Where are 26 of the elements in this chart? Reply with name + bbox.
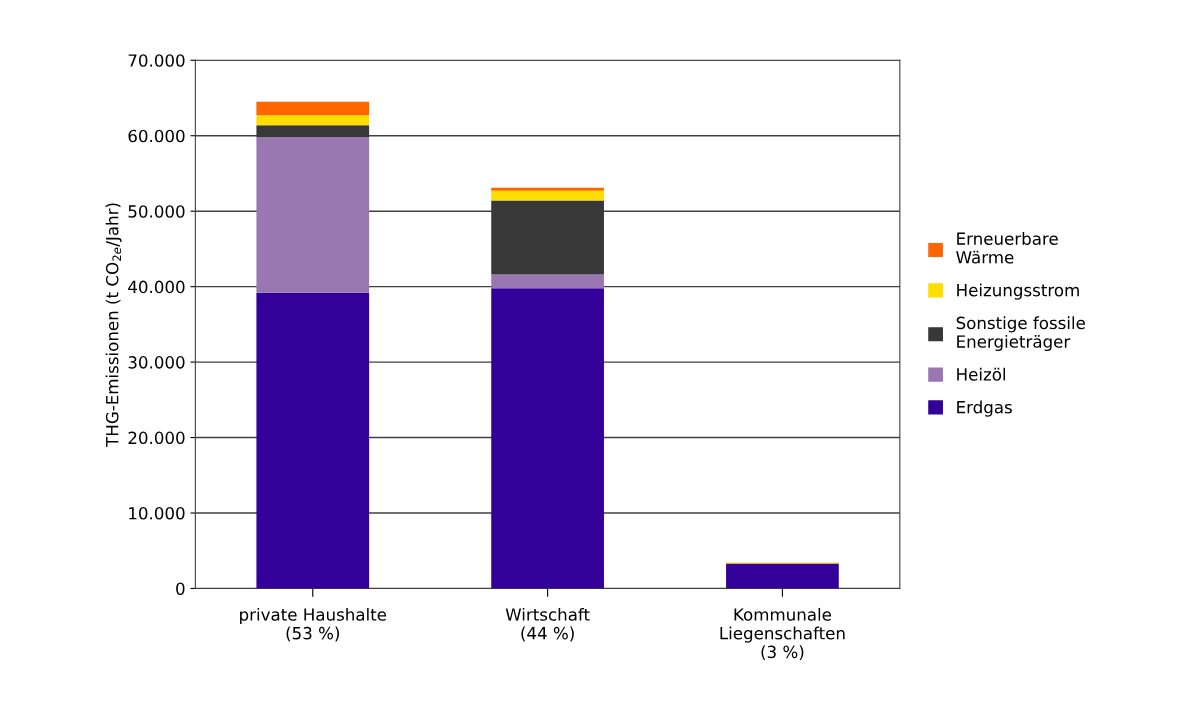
legend-label: Erneuerbare Wärme bbox=[956, 232, 1058, 264]
legend-label: Heizöl bbox=[957, 367, 1006, 381]
y-tick-label: 0 bbox=[176, 582, 185, 596]
x-tick-label: private Haushalte (53 %) bbox=[240, 607, 387, 642]
x-tick-label: Kommunale Liegenschaften (3 %) bbox=[720, 607, 845, 661]
y-tick-label: 30.000 bbox=[128, 356, 185, 369]
bar bbox=[256, 115, 370, 126]
legend-label: Erdgas bbox=[957, 400, 1012, 417]
bar bbox=[491, 187, 604, 191]
bar bbox=[726, 563, 839, 589]
x-tick-label: Wirtschaft (44 %) bbox=[505, 607, 590, 642]
y-tick-label: 50.000 bbox=[128, 205, 185, 218]
bar bbox=[256, 292, 370, 589]
y-tick-label: 20.000 bbox=[128, 431, 185, 445]
bar bbox=[256, 101, 370, 116]
y-tick-label: 70.000 bbox=[128, 54, 185, 67]
legend-label: Sonstige fossile Energieträger bbox=[956, 316, 1085, 352]
bar bbox=[491, 274, 604, 289]
bar bbox=[491, 190, 604, 201]
y-tick-label: 60.000 bbox=[128, 129, 185, 143]
y-tick-label: 40.000 bbox=[128, 280, 185, 294]
y-tick-label: 10.000 bbox=[129, 506, 185, 520]
legend-label: Heizungsstrom bbox=[957, 283, 1079, 300]
y-axis-title: THG-Emissionen (t CO$_{2e}$/Jahr) bbox=[105, 203, 122, 447]
bar bbox=[256, 137, 370, 293]
bar bbox=[491, 288, 604, 589]
